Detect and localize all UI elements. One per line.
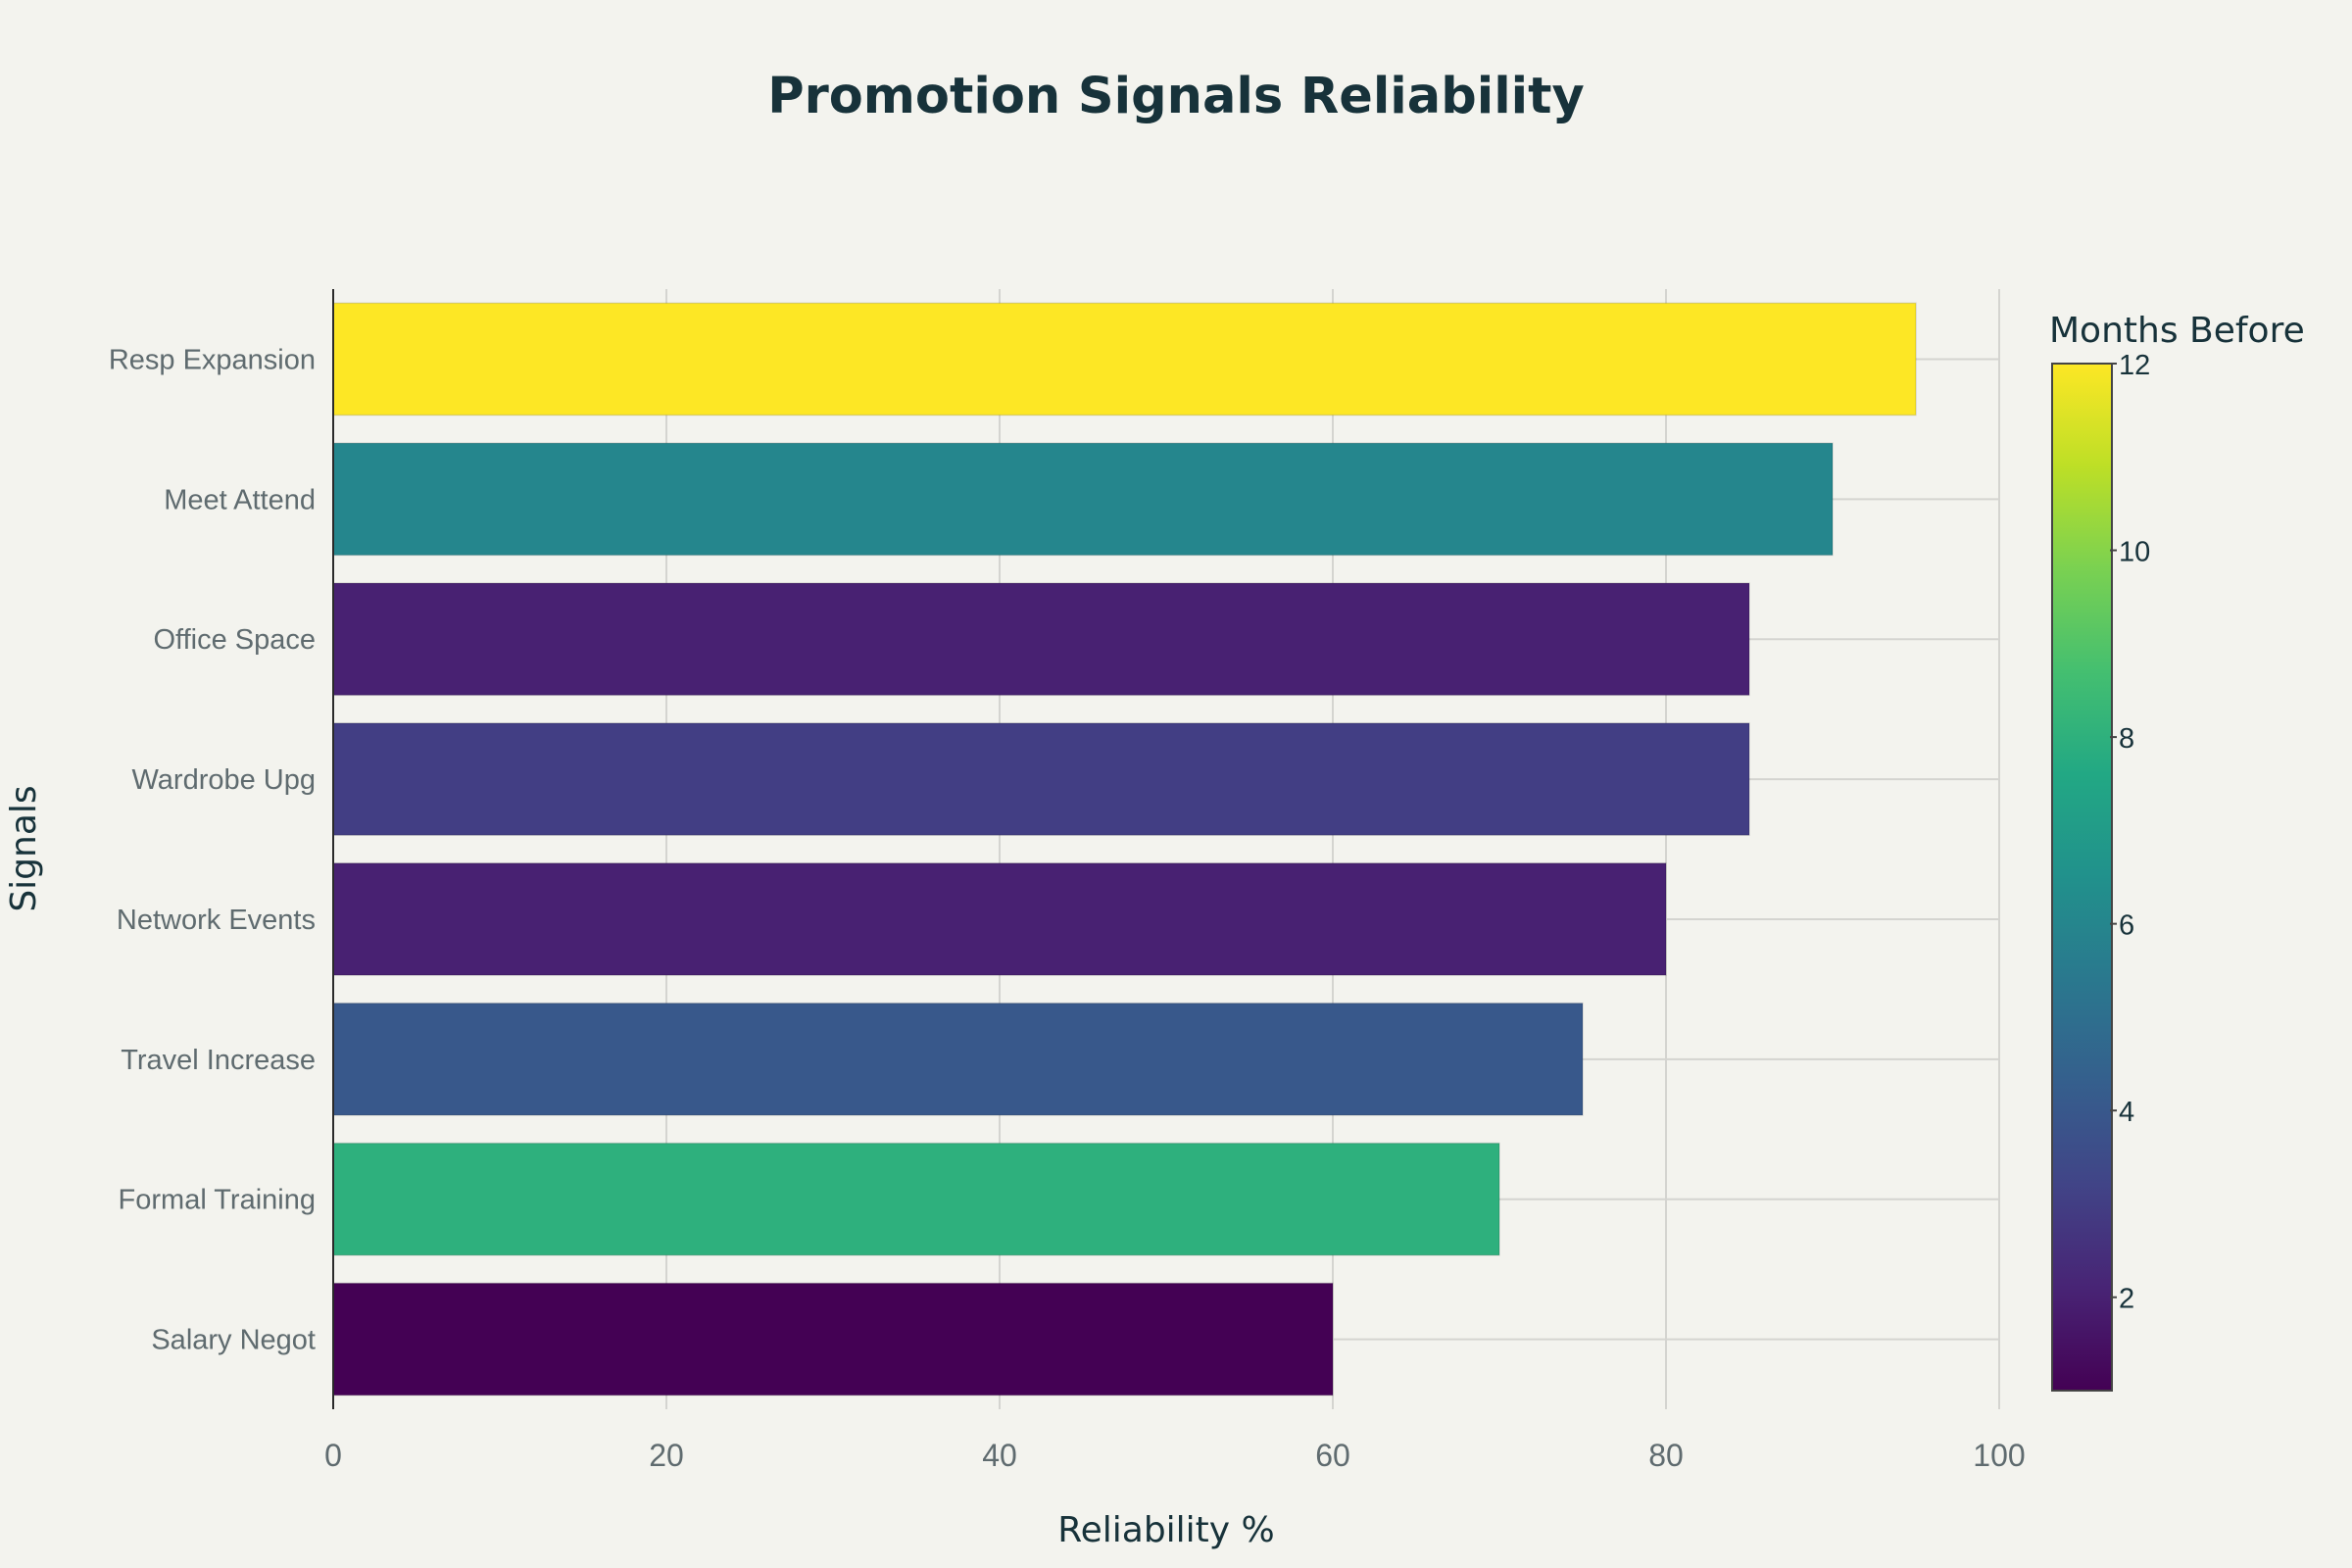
- x-tick-label: 60: [1315, 1438, 1350, 1473]
- y-axis-ticks: Resp Expansion Meet Attend Office Space War…: [109, 344, 316, 1355]
- bar: [332, 302, 1917, 416]
- bar: [332, 1002, 1584, 1116]
- x-tick-label: 80: [1648, 1438, 1684, 1473]
- bar: [332, 582, 1750, 697]
- y-tick-label: Salary Negot: [151, 1325, 316, 1356]
- bar: [332, 442, 1834, 557]
- colorbar-tick-label: 12: [2119, 350, 2150, 381]
- bar: [332, 722, 1750, 836]
- x-tick-label: 100: [1973, 1438, 2025, 1473]
- colorbar: Months Before 2 4 6 8 10 12: [2049, 311, 2305, 1392]
- y-axis-title: Signals: [4, 785, 44, 911]
- colorbar-tick-label: 4: [2119, 1097, 2134, 1128]
- bar: [332, 1142, 1500, 1256]
- y-tick-label: Network Events: [117, 905, 316, 936]
- bar: [332, 862, 1667, 976]
- x-tick-label: 40: [982, 1438, 1017, 1473]
- y-tick-label: Resp Expansion: [109, 344, 316, 375]
- colorbar-tick-label: 8: [2119, 723, 2134, 755]
- colorbar-tick-label: 2: [2119, 1284, 2134, 1315]
- colorbar-title: Months Before: [2049, 311, 2305, 351]
- x-tick-label: 0: [324, 1438, 342, 1473]
- colorbar-gradient: [2051, 363, 2113, 1392]
- y-tick-label: Travel Increase: [121, 1045, 316, 1076]
- colorbar-tick-label: 6: [2119, 910, 2134, 942]
- y-tick-label: Meet Attend: [164, 484, 316, 515]
- y-tick-label: Wardrobe Upg: [131, 764, 316, 796]
- y-tick-label: Formal Training: [119, 1185, 316, 1216]
- colorbar-tick-label: 10: [2119, 537, 2150, 568]
- bar: [332, 1282, 1334, 1396]
- x-axis-title: Reliability %: [1057, 1510, 1275, 1550]
- y-tick-label: Office Space: [153, 624, 316, 656]
- x-axis-ticks: 0 20 40 60 80 100: [324, 1438, 2026, 1473]
- chart-title: Promotion Signals Reliability: [767, 68, 1585, 125]
- bars: [332, 302, 1917, 1396]
- colorbar-ticks: 2 4 6 8 10 12: [2110, 350, 2150, 1315]
- x-tick-label: 20: [649, 1438, 684, 1473]
